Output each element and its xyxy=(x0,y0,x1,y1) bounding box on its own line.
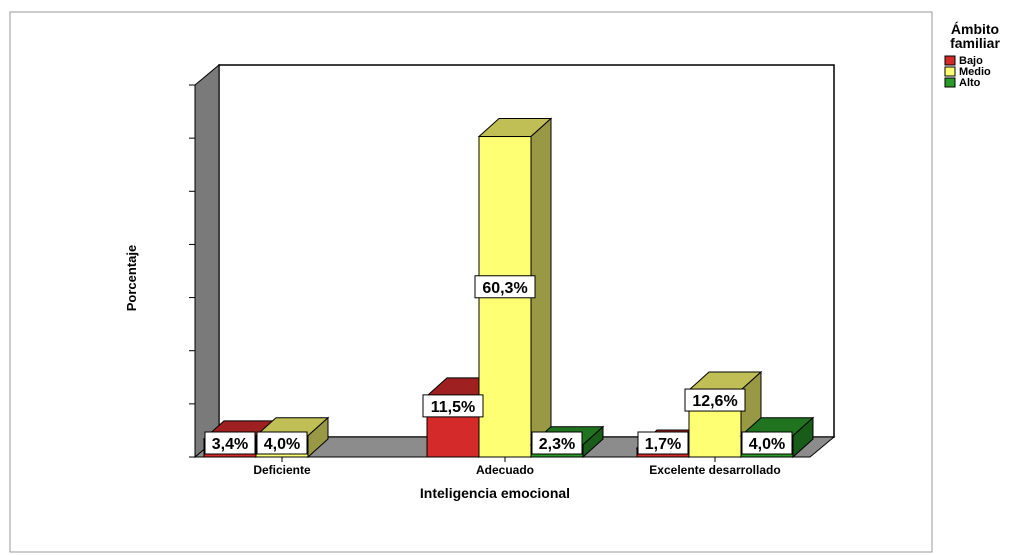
data-label: 1,7% xyxy=(645,436,681,453)
x-tick-label: Excelente desarrollado xyxy=(649,463,780,477)
bar-side-alto xyxy=(582,425,604,459)
legend-label: Alto xyxy=(959,77,981,89)
x-axis-label: Inteligencia emocional xyxy=(420,485,570,501)
data-label-box xyxy=(741,431,793,455)
y-axis-label: Porcentaje xyxy=(124,245,139,311)
legend-swatch xyxy=(944,55,956,66)
legend-label: Medio xyxy=(959,66,991,78)
data-label-box xyxy=(256,431,308,455)
bar-side-alto xyxy=(792,416,814,459)
legend-swatch xyxy=(944,77,956,88)
data-label: 11,5% xyxy=(431,399,475,416)
side-wall xyxy=(194,63,220,459)
legend-label: Bajo xyxy=(959,55,983,67)
data-label: 3,4% xyxy=(212,436,248,453)
legend-swatch xyxy=(944,66,956,77)
data-label-box xyxy=(474,275,536,299)
data-label: 2,3% xyxy=(539,436,575,453)
x-tick-label: Adecuado xyxy=(476,463,534,477)
plot-area: Deficiente Adecuado Excelente desarrollado… xyxy=(189,63,836,477)
x-tick-label: Deficiente xyxy=(253,463,311,477)
bar-side-medio xyxy=(307,416,329,459)
data-label-box xyxy=(422,394,484,418)
legend-title-line2: familiar xyxy=(950,35,1000,51)
data-label: 4,0% xyxy=(749,436,785,453)
data-label-box xyxy=(637,431,689,455)
data-label: 4,0% xyxy=(264,436,300,453)
data-label: 60,3% xyxy=(482,280,527,297)
data-label-box xyxy=(531,431,583,455)
legend-title-line1: Ámbito xyxy=(951,21,999,37)
data-label: 12,6% xyxy=(692,393,737,410)
data-label-box xyxy=(204,431,256,455)
data-label-box xyxy=(684,388,746,412)
